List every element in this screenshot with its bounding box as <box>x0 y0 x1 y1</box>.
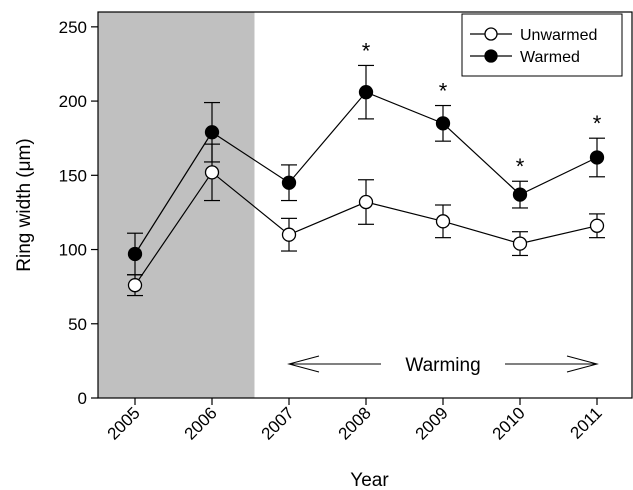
x-tick-label: 2011 <box>567 403 606 442</box>
x-tick-label: 2010 <box>489 403 529 443</box>
legend: Unwarmed Warmed <box>461 13 623 77</box>
data-point <box>204 165 220 180</box>
significance-star: * <box>516 154 525 179</box>
data-point <box>435 214 451 229</box>
y-axis-title: Ring width (μm) <box>14 138 35 271</box>
x-tick-label: 2009 <box>412 403 452 443</box>
y-tick-label: 0 <box>78 389 87 408</box>
data-point <box>358 194 374 210</box>
x-tick-label: 2007 <box>258 403 298 443</box>
y-tick-label: 100 <box>59 241 87 260</box>
pre-warming-shaded-region <box>98 12 255 398</box>
x-tick-label: 2005 <box>104 403 144 443</box>
x-tick-label: 2008 <box>335 403 375 443</box>
data-point <box>127 278 143 293</box>
data-point <box>127 246 143 262</box>
legend-marker <box>484 49 498 63</box>
significance-star: * <box>593 111 602 136</box>
data-point <box>512 236 528 251</box>
series-warmed <box>127 64 605 276</box>
significance-star: * <box>439 79 448 104</box>
y-tick-label: 50 <box>68 315 87 334</box>
legend-marker <box>484 27 498 41</box>
data-point <box>204 125 220 140</box>
y-tick-label: 150 <box>59 166 87 185</box>
y-tick-label: 200 <box>59 92 87 111</box>
plot-frame <box>97 11 633 399</box>
data-point <box>589 150 605 165</box>
warming-arrow-right-head <box>566 355 599 373</box>
warming-label: Warming <box>405 355 480 376</box>
warming-annotation: * * * * Warming <box>287 38 602 376</box>
x-tick-label: 2006 <box>181 403 221 443</box>
data-point <box>435 116 451 131</box>
x-axis-title: Year <box>350 470 389 490</box>
y-tick-label: 250 <box>59 18 87 37</box>
warming-arrow-left-head <box>287 355 320 373</box>
data-point <box>589 218 605 233</box>
series-layer <box>127 64 605 297</box>
data-point <box>281 175 297 190</box>
significance-star: * <box>362 38 371 63</box>
legend-label: Warmed <box>520 49 580 66</box>
legend-box <box>461 13 623 77</box>
legend-label: Unwarmed <box>520 27 597 44</box>
data-point <box>358 85 374 100</box>
data-point <box>281 227 297 242</box>
axes: 0 50 100 150 200 250 2005 2006 2007 2008 2009 2010 2… <box>59 11 633 444</box>
data-point <box>512 187 528 202</box>
